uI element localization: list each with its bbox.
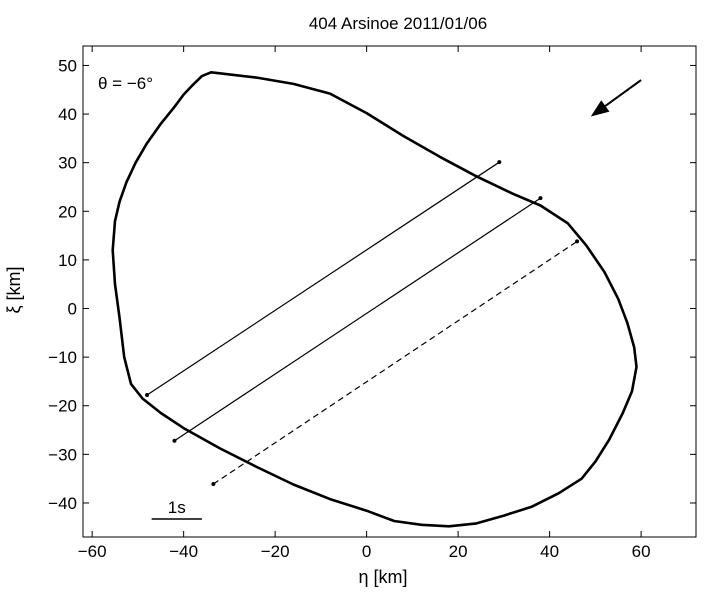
asteroid-outline: [111, 71, 638, 528]
x-tick-label: 40: [540, 542, 559, 561]
chord-end-point: [538, 196, 543, 201]
x-axis-label: η [km]: [358, 567, 407, 587]
y-tick-label: −40: [48, 494, 77, 513]
chart-title: 404 Arsinoe 2011/01/06: [309, 14, 487, 33]
chord-start-point: [211, 482, 216, 487]
plot-area: −60 −40 −20 0 20 40 60−40−30−20−1001020304050 …: [48, 45, 697, 561]
plot-frame: [82, 45, 697, 538]
axis-ticks: −60 −40 −20 0 20 40 60 −40 −30 −20 −10 0 10 20 30 40 50: [48, 46, 696, 561]
y-tick-label: −20: [48, 397, 77, 416]
y-tick-label: 30: [58, 154, 77, 173]
direction-arrow-head: [590, 100, 610, 117]
x-tick-label: 60: [632, 542, 651, 561]
y-tick-label: 20: [58, 202, 77, 221]
scale-bar-label: 1s: [168, 498, 186, 517]
direction-arrow-shaft: [604, 79, 642, 107]
y-tick-label: −10: [48, 348, 77, 367]
chord-start-point: [172, 438, 177, 443]
y-tick-label: −30: [48, 445, 77, 464]
annotations-group: 1s: [151, 79, 642, 520]
y-tick-label: 0: [68, 300, 77, 319]
chord: [146, 161, 500, 396]
y-tick-label: 50: [58, 56, 77, 75]
y-axis-label: ξ [km]: [4, 266, 24, 313]
y-tick-label: 10: [58, 251, 77, 270]
x-tick-label: 0: [362, 542, 371, 561]
shape-outline-group: [111, 71, 638, 528]
chord-end-point: [497, 160, 502, 165]
dashed-chord: [213, 240, 578, 485]
chords-group: [145, 160, 580, 487]
x-tick-label: −60: [78, 542, 107, 561]
x-tick-label: 20: [449, 542, 468, 561]
chord-end-point: [575, 239, 580, 244]
angle-annotation: θ = −6°: [98, 74, 153, 93]
chord-start-point: [145, 393, 150, 398]
x-tick-label: −40: [169, 542, 198, 561]
x-tick-label: −20: [261, 542, 290, 561]
y-tick-label: 40: [58, 105, 77, 124]
chord: [174, 197, 541, 442]
